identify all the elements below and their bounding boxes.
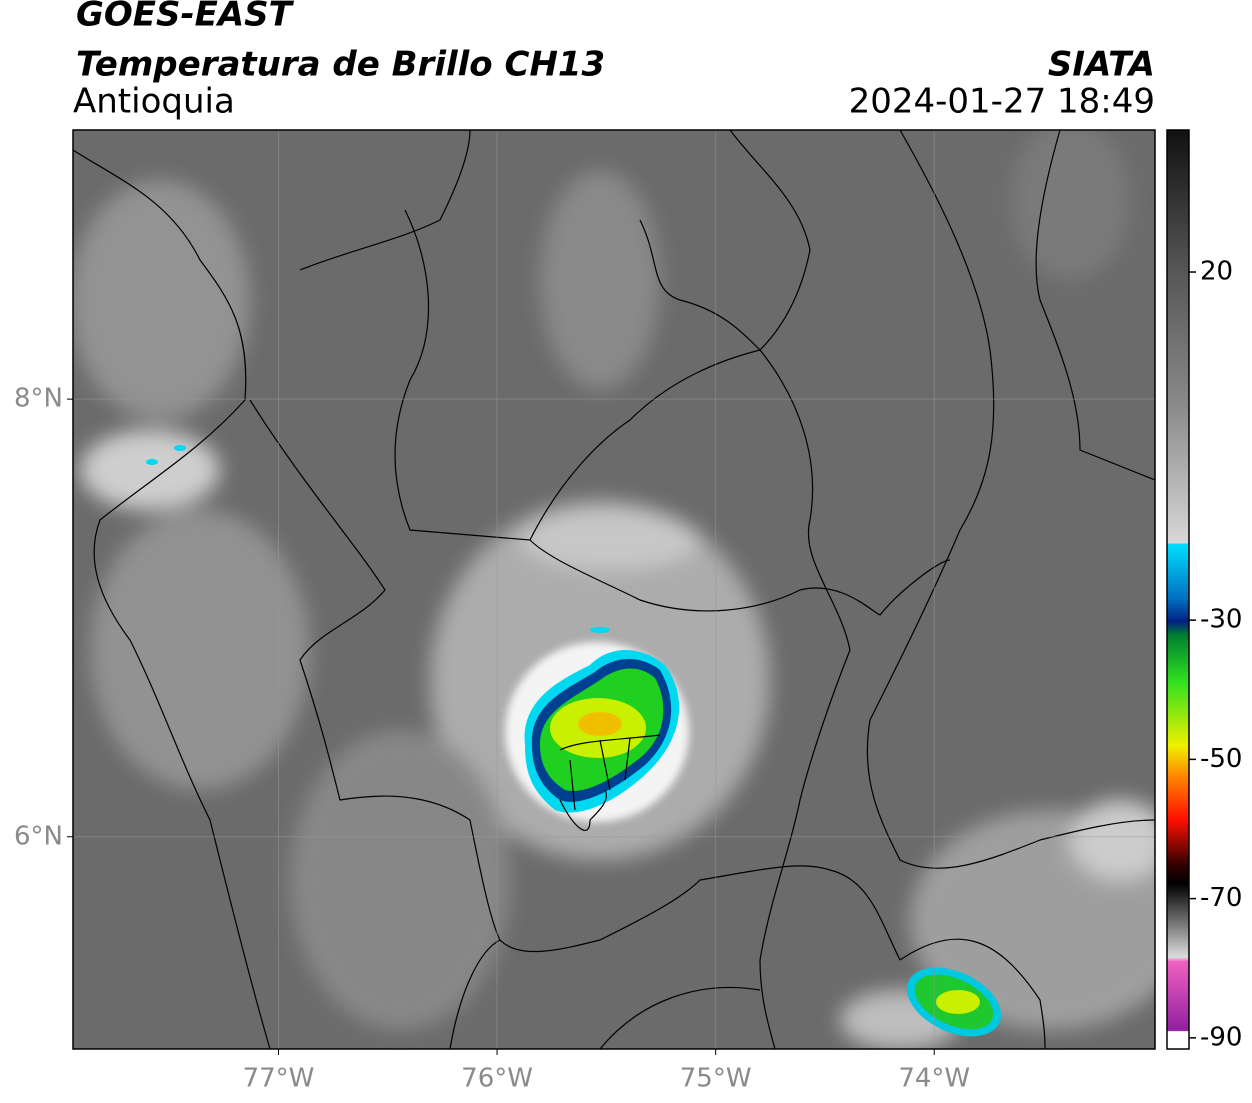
storm-cell (146, 445, 1002, 1037)
y-tick-label: 8°N (14, 384, 63, 414)
x-tick-label: 76°W (461, 1064, 533, 1094)
datetime: 2024-01-27 18:49 (849, 82, 1155, 122)
colorbar (1166, 129, 1190, 1050)
map-frame (72, 129, 1156, 1050)
colorbar-tick-label: -50 (1200, 744, 1242, 774)
x-tick-label: 77°W (243, 1064, 315, 1094)
colorbar-tick-label: 20 (1200, 257, 1233, 287)
y-tick-label: 6°N (14, 821, 63, 851)
source: SIATA (1048, 45, 1155, 85)
subtitle: Temperatura de Brillo CH13 (76, 45, 605, 85)
colorbar-tick-label: -90 (1200, 1022, 1242, 1052)
colorbar-tick-label: -70 (1200, 883, 1242, 913)
graticule (73, 130, 1155, 1049)
boundaries (73, 130, 1155, 1049)
region: Antioquia (73, 82, 235, 122)
x-tick-label: 75°W (680, 1064, 752, 1094)
colorbar-tick-label: -30 (1200, 605, 1242, 635)
satellite-image (73, 130, 1155, 1049)
x-tick-label: 74°W (898, 1064, 970, 1094)
title: GOES-EAST (76, 0, 295, 35)
